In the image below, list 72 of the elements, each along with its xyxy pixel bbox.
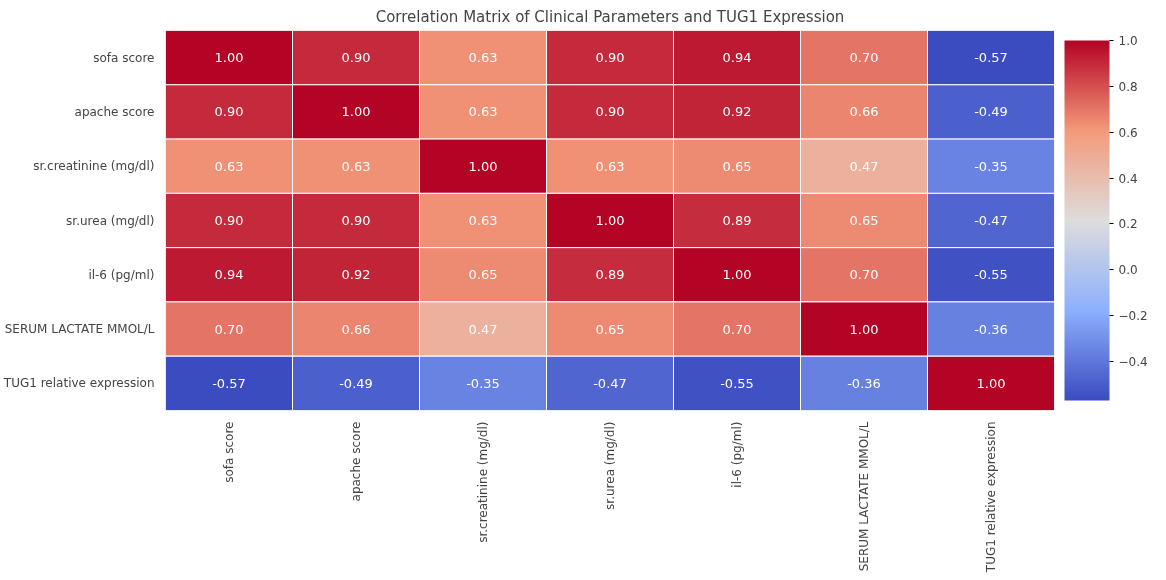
x-tick-label: sofa score <box>222 421 236 483</box>
data-label: 0.63 <box>468 50 498 66</box>
data-label: 0.65 <box>722 158 752 174</box>
data-label: 1.00 <box>976 375 1006 391</box>
data-label: 0.65 <box>849 213 879 228</box>
data-label: 0.94 <box>214 267 244 283</box>
x-tick-label: SERUM LACTATE MMOL/L <box>857 421 871 572</box>
data-label: -0.49 <box>974 104 1008 120</box>
y-tick-label: SERUM LACTATE MMOL/L <box>4 322 155 337</box>
y-tick-label: TUG1 relative expression <box>2 376 155 391</box>
data-label: 0.66 <box>341 321 371 337</box>
y-tick-label: apache score <box>74 104 155 119</box>
y-tick-label: sr.creatinine (mg/dl) <box>33 159 155 174</box>
color-bar-label: 0.0 <box>1118 263 1138 278</box>
color-bar-label: 1.0 <box>1118 34 1138 48</box>
data-label: 0.47 <box>468 321 498 337</box>
data-label: 1.00 <box>341 104 371 120</box>
data-label: 0.63 <box>468 213 498 228</box>
data-label: 0.63 <box>595 158 625 174</box>
y-tick-label: il-6 (pg/ml) <box>88 267 155 282</box>
data-label: -0.36 <box>974 321 1008 337</box>
data-label: 0.70 <box>214 321 244 337</box>
data-label: 0.90 <box>214 104 244 120</box>
data-label: 1.00 <box>849 321 879 337</box>
data-label: 0.90 <box>595 50 625 66</box>
data-label: 0.89 <box>595 267 625 283</box>
data-label: -0.47 <box>974 213 1008 228</box>
data-label: 0.92 <box>341 267 371 283</box>
data-label: 0.92 <box>722 104 752 120</box>
data-label: 0.63 <box>341 158 371 174</box>
y-tick-label: sr.urea (mg/dl) <box>66 213 155 228</box>
data-label: -0.57 <box>212 375 246 391</box>
data-label: 0.65 <box>468 267 498 283</box>
data-label: 0.63 <box>468 104 498 120</box>
data-label: -0.35 <box>974 158 1008 174</box>
x-tick-label: TUG1 relative expression <box>984 421 998 574</box>
data-label: -0.55 <box>720 375 754 391</box>
x-tick-label: sr.creatinine (mg/dl) <box>476 421 490 543</box>
data-label: -0.55 <box>974 267 1008 283</box>
data-label: 0.90 <box>341 50 371 66</box>
data-label: 0.70 <box>722 321 752 337</box>
data-label: 0.47 <box>849 158 879 174</box>
data-label: 0.90 <box>214 213 244 228</box>
x-tick-label: apache score <box>349 421 363 502</box>
data-label: -0.35 <box>466 375 500 391</box>
data-label: 1.00 <box>595 213 625 228</box>
data-label: 0.66 <box>849 104 879 120</box>
y-tick-label: sofa score <box>93 50 155 65</box>
data-label: -0.47 <box>593 375 627 391</box>
x-tick-label: il-6 (pg/ml) <box>730 421 744 488</box>
data-label: -0.57 <box>974 50 1008 66</box>
data-label: 0.70 <box>849 267 879 283</box>
color-bar-label: −0.4 <box>1118 355 1148 370</box>
color-bar-label: 0.2 <box>1118 217 1138 232</box>
data-label: 1.00 <box>722 267 752 283</box>
color-bar-label: 0.4 <box>1118 171 1138 186</box>
data-label: 0.65 <box>595 321 625 337</box>
data-label: 1.00 <box>468 158 498 174</box>
data-label: -0.49 <box>339 375 373 391</box>
color-bar-label: 0.8 <box>1118 79 1138 94</box>
data-label: 0.90 <box>341 213 371 228</box>
data-label: 0.63 <box>214 158 244 174</box>
data-label: 0.90 <box>595 104 625 120</box>
data-label: 0.70 <box>849 50 879 66</box>
color-bar-label: 0.6 <box>1118 125 1138 140</box>
data-label: 0.94 <box>722 50 752 66</box>
chart-title: Correlation Matrix of Clinical Parameters and TUG1 Expression <box>375 7 845 26</box>
x-tick-label: sr.urea (mg/dl) <box>603 421 617 510</box>
data-label: 0.89 <box>722 213 752 228</box>
data-label: -0.36 <box>847 375 881 391</box>
color-bar-label: −0.2 <box>1118 309 1148 324</box>
data-label: 1.00 <box>214 50 244 66</box>
